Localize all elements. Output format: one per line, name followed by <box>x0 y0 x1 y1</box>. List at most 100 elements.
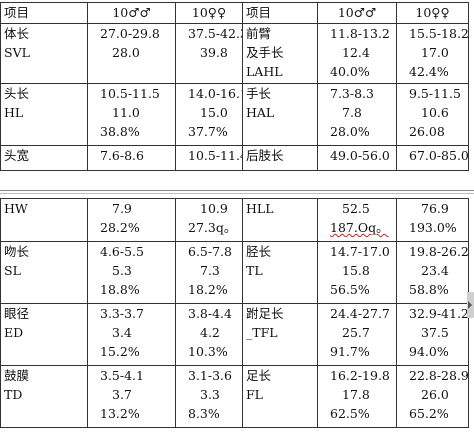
value-ratio: 28.0% <box>330 124 370 139</box>
header-female-1: 10♀♀ <box>175 2 243 24</box>
cell-item: 眼径 ED <box>0 303 88 366</box>
value-ratio: 56.5% <box>330 282 370 297</box>
value-mean: 25.7 <box>342 325 370 340</box>
value-ratio: 15.2% <box>100 344 140 359</box>
cell-female: 37.5-42.3 39.8 <box>175 23 243 84</box>
value-mean: 17.0 <box>421 45 449 60</box>
value-ratio: 18.8% <box>100 282 140 297</box>
value-mean: 26.0 <box>421 387 449 402</box>
cell-male: 52.5 187.Oq。 <box>317 198 397 242</box>
header-female-2: 10♀♀ <box>396 2 469 24</box>
item-code: LAHL <box>246 64 283 79</box>
cell-item: 后肢长 <box>242 145 318 171</box>
page-break-line <box>0 190 474 191</box>
cell-item: 头长 HL <box>0 83 88 146</box>
cell-item: 跗足长 _TFL <box>242 303 318 366</box>
cell-female: 76.9 193.0% <box>396 198 469 242</box>
value-mean: 15.0 <box>200 105 228 120</box>
value-range: 6.5-7.8 <box>188 244 232 259</box>
value-ratio: 58.8% <box>409 282 449 297</box>
item-name: 吻长 <box>4 244 30 259</box>
cell-male: 7.3-8.3 7.8 28.0% <box>317 83 397 146</box>
table-row: 头长 HL 10.5-11.5 11.0 38.8% 14.0-16.1 15.0 37.… <box>0 83 469 146</box>
value-range: 7.6-8.6 <box>100 148 144 163</box>
value-mean: 3.3 <box>200 387 220 402</box>
value-range: 49.0-56.0 <box>330 148 390 163</box>
cell-female: 32.9-41.2 37.5 94.0% <box>396 303 469 366</box>
item-code: HLL <box>246 201 274 216</box>
value-ratio: 8.3% <box>188 406 220 421</box>
cell-male: 7.6-8.6 <box>87 145 176 171</box>
measurement-table-bottom: HW 7.9 28.2% 10.9 27.3q。 HLL 52.5 187.Oq。 7… <box>0 198 469 428</box>
cell-male: 14.7-17.0 15.8 56.5% <box>317 241 397 304</box>
value-range: 22.8-28.9 <box>409 368 469 383</box>
cell-item: HLL <box>242 198 318 242</box>
value-mean: 76.9 <box>421 201 449 216</box>
value-ratio: 27.3q。 <box>188 220 237 235</box>
cell-female: 9.5-11.5 10.6 26.08 <box>396 83 469 146</box>
value-mean: 7.9 <box>112 201 132 216</box>
value-ratio: 94.0% <box>409 344 449 359</box>
cell-male: 7.9 28.2% <box>87 198 176 242</box>
item-name: 手长 <box>246 86 272 101</box>
value-mean: 5.3 <box>112 263 132 278</box>
value-mean: 39.8 <box>200 45 228 60</box>
value-mean: 28.0 <box>112 45 140 60</box>
item-name: 体长 <box>4 26 30 41</box>
item-name: 鼓膜 <box>4 368 30 383</box>
cell-item: 体长 SVL <box>0 23 88 84</box>
value-range: 9.5-11.5 <box>409 86 461 101</box>
value-range: 11.8-13.2 <box>330 26 390 41</box>
cell-male: 3.5-4.1 3.7 13.2% <box>87 365 176 428</box>
page-break-line <box>0 193 474 194</box>
value-ratio: 37.7% <box>188 124 228 139</box>
value-ratio: 62.5% <box>330 406 370 421</box>
measurement-table-top: 项目 10♂♂ 10♀♀ 项目 10♂♂ 10♀♀ 体长 SVL 27.0-29.… <box>0 2 469 171</box>
table-row: 鼓膜 TD 3.5-4.1 3.7 13.2% 3.1-3.6 3.3 8.3% 足长 FL… <box>0 365 469 428</box>
value-mean: 7.3 <box>200 263 220 278</box>
value-ratio: 40.0% <box>330 64 370 79</box>
cell-item: 手长 HAL <box>242 83 318 146</box>
value-range: 32.9-41.2 <box>409 306 469 321</box>
value-range: 14.0-16.1 <box>188 86 243 101</box>
cell-female: 3.8-4.4 4.2 10.3% <box>175 303 243 366</box>
value-ratio: 10.3% <box>188 344 228 359</box>
value-range: 67.0-85.0 <box>409 148 469 163</box>
value-ratio: 193.0% <box>409 220 457 235</box>
item-name: 跗足长 <box>246 306 284 321</box>
item-name: 胫长 <box>246 244 272 259</box>
cell-female: 10.9 27.3q。 <box>175 198 243 242</box>
value-range: 16.2-19.8 <box>330 368 390 383</box>
cell-item: 胫长 TL <box>242 241 318 304</box>
cell-female: 3.1-3.6 3.3 8.3% <box>175 365 243 428</box>
scroll-handle[interactable] <box>467 292 474 318</box>
item-code: ED <box>4 325 24 340</box>
value-mean: 10.9 <box>200 201 228 216</box>
value-ratio: 91.7% <box>330 344 370 359</box>
value-range: 15.5-18.2 <box>409 26 469 41</box>
cell-item: 足长 FL <box>242 365 318 428</box>
value-mean: 4.2 <box>200 325 220 340</box>
value-mean: 10.6 <box>421 105 449 120</box>
value-mean: 17.8 <box>342 387 370 402</box>
item-name: 眼径 <box>4 306 30 321</box>
value-ratio: 38.8% <box>100 124 140 139</box>
cell-item: 前臂 及手长 LAHL <box>242 23 318 84</box>
value-range: 14.7-17.0 <box>330 244 390 259</box>
item-name: 足长 <box>246 368 272 383</box>
header-item-1: 项目 <box>0 2 88 24</box>
item-code: HAL <box>246 105 275 120</box>
cell-female: 6.5-7.8 7.3 18.2% <box>175 241 243 304</box>
cell-female: 15.5-18.2 17.0 42.4% <box>396 23 469 84</box>
value-ratio: 42.4% <box>409 64 449 79</box>
value-ratio: 28.2% <box>100 220 140 235</box>
cell-male: 10.5-11.5 11.0 38.8% <box>87 83 176 146</box>
cell-male: 24.4-27.7 25.7 91.7% <box>317 303 397 366</box>
cell-female: 19.8-26.2 23.4 58.8% <box>396 241 469 304</box>
cell-item: 头宽 <box>0 145 88 171</box>
value-mean: 3.4 <box>112 325 132 340</box>
value-range: 37.5-42.3 <box>188 26 243 41</box>
table-row: HW 7.9 28.2% 10.9 27.3q。 HLL 52.5 187.Oq。 7… <box>0 198 469 242</box>
cell-male: 3.3-3.7 3.4 15.2% <box>87 303 176 366</box>
value-ratio: 18.2% <box>188 282 228 297</box>
